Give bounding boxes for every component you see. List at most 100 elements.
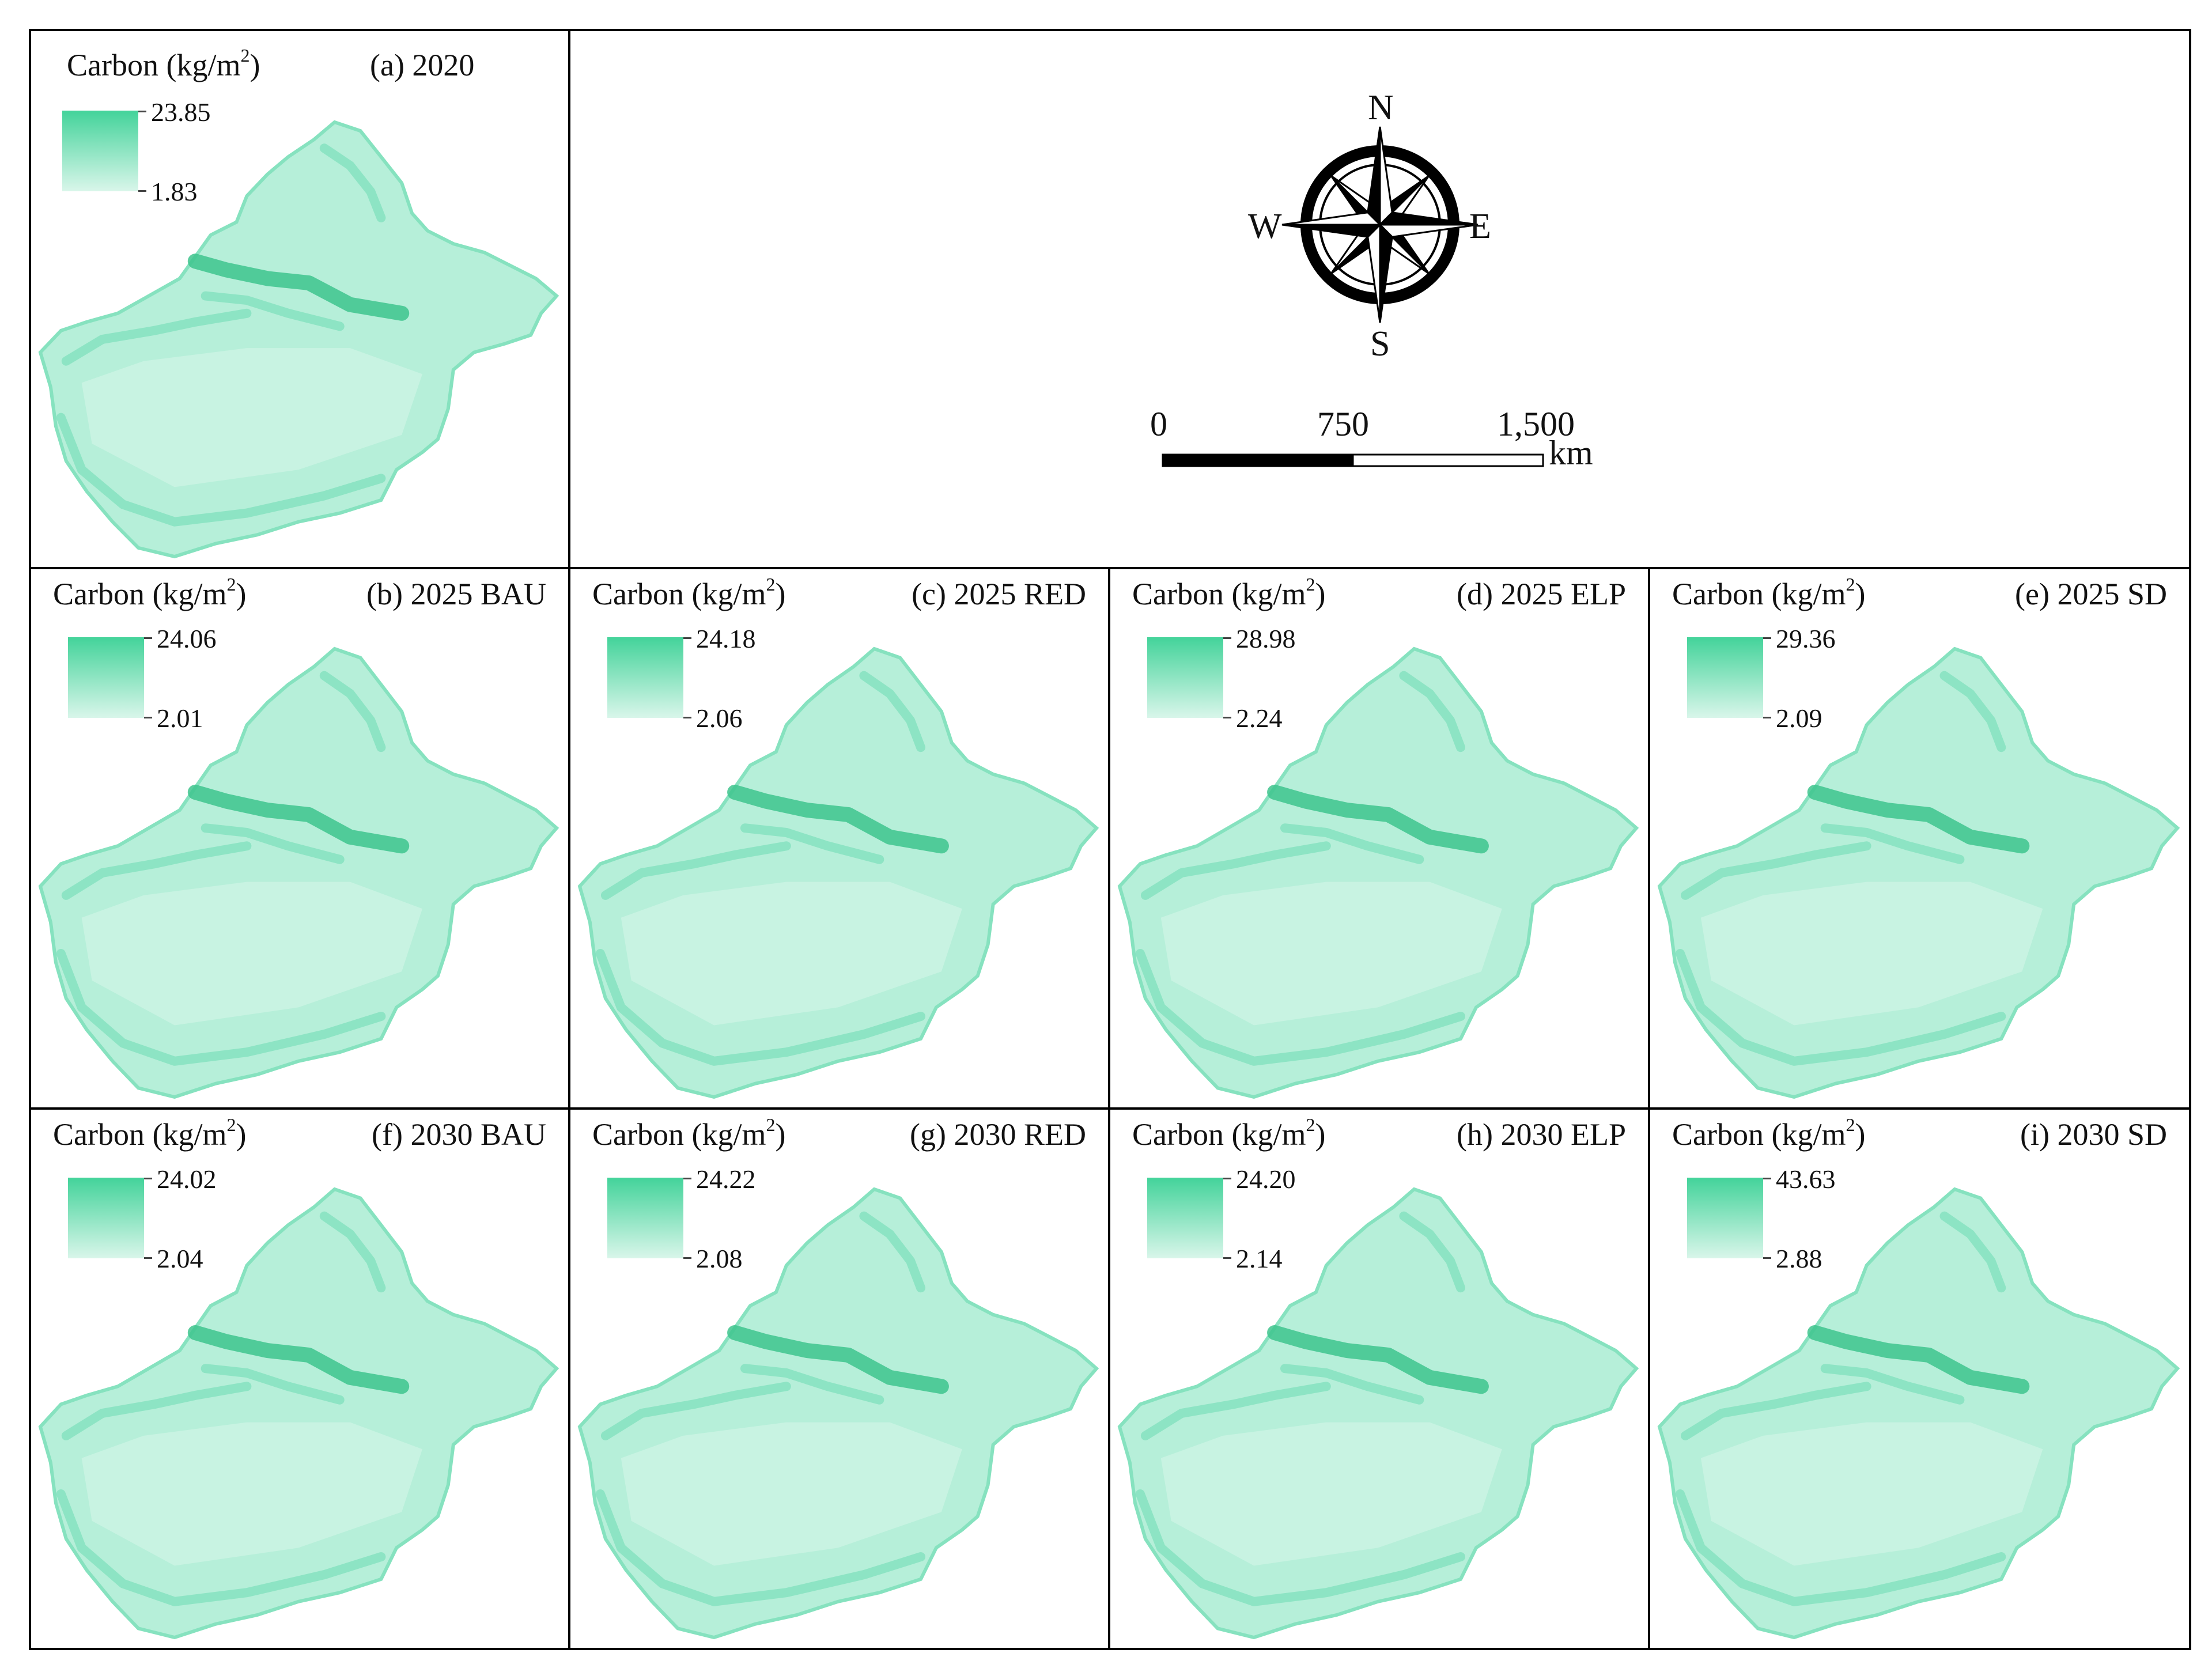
legend-color-ramp (62, 111, 138, 191)
legend-max-value: 43.63 (1776, 1164, 1836, 1194)
legend-max-value: 24.18 (696, 624, 756, 653)
high-carbon-zone (56, 1489, 386, 1606)
legend-tick (1223, 637, 1231, 639)
legend-tick (683, 1178, 691, 1179)
high-carbon-zone (595, 1489, 925, 1606)
legend-color-ramp (1147, 637, 1223, 718)
map-panel-a: Carbon (kg/m2) (a) 2020 23.85 1.83 (30, 30, 569, 568)
legend-tick (1223, 1257, 1231, 1259)
carbon-density-map (38, 1187, 559, 1640)
legend-color-ramp (1687, 637, 1763, 718)
legend-tick (1223, 717, 1231, 718)
legend-min-value: 2.14 (1236, 1244, 1283, 1273)
panel-label: (b) 2025 BAU (366, 577, 546, 611)
legend-max-value: 29.36 (1776, 624, 1836, 653)
legend-min-value: 2.88 (1776, 1244, 1822, 1273)
high-carbon-zone (1939, 1211, 2006, 1293)
legend-min-value: 2.01 (157, 703, 203, 733)
map-panel-c: Carbon (kg/m2) (c) 2025 RED 24.18 2.06 (569, 568, 1109, 1109)
high-carbon-zone (1820, 1364, 1965, 1405)
legend-tick (138, 111, 146, 112)
legend-tick (1763, 637, 1771, 639)
high-carbon-zone (56, 949, 386, 1066)
map-panel-f: Carbon (kg/m2) (f) 2030 BAU 24.02 2.04 (30, 1109, 569, 1649)
high-carbon-zone (1807, 785, 2030, 854)
panel-label: (e) 2025 SD (2015, 577, 2167, 611)
high-carbon-zone (740, 1364, 884, 1405)
legend-tick (683, 1257, 691, 1259)
high-carbon-zone (187, 785, 410, 854)
high-carbon-zone (859, 671, 925, 752)
high-carbon-zone (1267, 1325, 1489, 1394)
basin-area (81, 348, 422, 487)
basin-area (1160, 882, 1502, 1026)
map-panel-e: Carbon (kg/m2) (e) 2025 SD 29.36 2.09 (1649, 568, 2190, 1109)
legend-tick (144, 717, 152, 718)
legend-color-ramp (607, 1178, 683, 1258)
panel-label: (d) 2025 ELP (1457, 577, 1626, 611)
high-carbon-zone (1681, 841, 1871, 900)
high-carbon-zone (600, 1382, 791, 1440)
scale-label-750: 750 (1317, 405, 1369, 443)
basin-area (81, 882, 422, 1026)
map-panel-h: Carbon (kg/m2) (h) 2030 ELP 24.20 2.14 (1109, 1109, 1649, 1649)
high-carbon-zone (859, 1211, 925, 1293)
legend-max-value: 24.20 (1236, 1164, 1296, 1194)
panel-label: (c) 2025 RED (912, 577, 1086, 611)
high-carbon-zone (1135, 949, 1465, 1066)
high-carbon-zone (1939, 671, 2006, 752)
high-carbon-zone (1140, 841, 1331, 900)
high-carbon-zone (727, 1325, 949, 1394)
high-carbon-zone (1820, 823, 1965, 864)
high-carbon-zone (1135, 1489, 1465, 1606)
compass-south-label: S (1370, 324, 1390, 364)
high-carbon-zone (1676, 949, 2006, 1066)
legend-tick (1223, 1178, 1231, 1179)
legend-title: Carbon (kg/m2) (67, 45, 260, 82)
high-carbon-zone (1267, 785, 1489, 854)
legend-title: Carbon (kg/m2) (53, 1114, 247, 1152)
legend-tick (144, 637, 152, 639)
legend-title: Carbon (kg/m2) (53, 574, 247, 611)
map-panel-b: Carbon (kg/m2) (b) 2025 BAU 24.06 2.01 (30, 568, 569, 1109)
legend-max-value: 28.98 (1236, 624, 1296, 653)
carbon-density-map (577, 1187, 1099, 1640)
basin-area (1160, 1422, 1502, 1566)
high-carbon-zone (1140, 1382, 1331, 1440)
high-carbon-zone (740, 823, 884, 864)
basin-area (621, 1422, 962, 1566)
high-carbon-zone (187, 254, 410, 321)
carbon-density-map (38, 120, 559, 559)
legend-color-ramp (1147, 1178, 1223, 1258)
legend-color-ramp (68, 1178, 144, 1258)
compass-rose-icon (1281, 126, 1479, 323)
carbon-density-map (38, 646, 559, 1099)
map-panel-g: Carbon (kg/m2) (g) 2030 RED 24.22 2.08 (569, 1109, 1109, 1649)
high-carbon-zone (61, 1382, 252, 1440)
legend-color-ramp (1687, 1178, 1763, 1258)
legend-tick (144, 1257, 152, 1259)
high-carbon-zone (201, 1364, 345, 1405)
high-carbon-zone (56, 413, 386, 527)
carbon-density-map (1117, 646, 1639, 1099)
legend-min-value: 1.83 (151, 177, 198, 206)
carbon-density-map (1657, 646, 2180, 1099)
high-carbon-zone (201, 823, 345, 864)
panel-label: (i) 2030 SD (2020, 1117, 2167, 1152)
legend-title: Carbon (kg/m2) (1132, 1114, 1326, 1152)
legend-title: Carbon (kg/m2) (1672, 1114, 1866, 1152)
legend-min-value: 2.09 (1776, 703, 1822, 733)
high-carbon-zone (319, 1211, 386, 1293)
compass-west-label: W (1248, 207, 1282, 246)
legend-color-ramp (607, 637, 683, 718)
high-carbon-zone (319, 671, 386, 752)
carbon-density-map (1657, 1187, 2180, 1640)
panel-label: (h) 2030 ELP (1457, 1117, 1626, 1152)
scale-unit-label: km (1549, 434, 1593, 472)
high-carbon-zone (1807, 1325, 2030, 1394)
legend-color-ramp (68, 637, 144, 718)
legend-tick (683, 637, 691, 639)
panel-label: (a) 2020 (370, 48, 475, 82)
high-carbon-zone (201, 291, 345, 331)
high-carbon-zone (1280, 823, 1424, 864)
